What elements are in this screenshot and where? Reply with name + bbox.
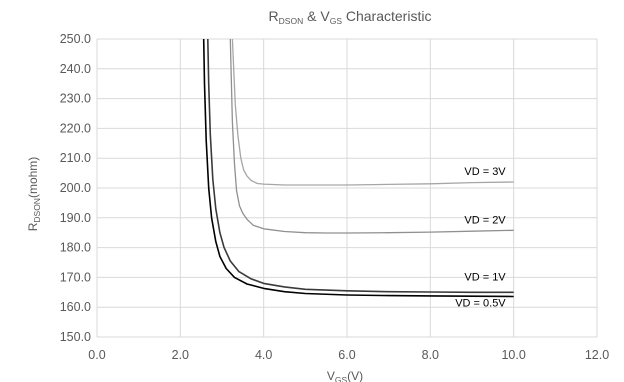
gridlines (96, 38, 598, 338)
chart-title: RDSON & VGS Characteristic (269, 8, 432, 26)
x-tick-label: 8.0 (422, 348, 439, 362)
x-tick-label: 4.0 (255, 348, 272, 362)
series-line (231, 38, 514, 186)
series-line (202, 38, 514, 298)
x-tick-label: 12.0 (585, 348, 609, 362)
y-tick-label: 230.0 (60, 92, 91, 106)
y-tick-label: 200.0 (60, 181, 91, 195)
y-tick-labels: 150.0 160.0 170.0 180.0 190.0 200.0 210.0 220.0… (60, 32, 91, 344)
series-label: VD = 3V (464, 166, 506, 178)
y-tick-label: 160.0 (60, 300, 91, 314)
y-tick-label: 150.0 (60, 330, 91, 344)
series-line (229, 38, 514, 234)
y-tick-label: 220.0 (60, 121, 91, 135)
x-tick-label: 6.0 (338, 348, 355, 362)
series-labels: VD = 3V VD = 2V VD = 1V VD = 0.5V (455, 166, 506, 309)
y-tick-label: 180.0 (60, 241, 91, 255)
series-lines (202, 38, 514, 298)
y-tick-label: 170.0 (60, 270, 91, 284)
x-tick-labels: 0.0 2.0 4.0 6.0 8.0 10.0 12.0 (88, 348, 609, 362)
y-axis-title: RDSON(mohm) (26, 157, 42, 232)
series-label: VD = 1V (464, 271, 506, 283)
y-tick-label: 250.0 (60, 32, 91, 46)
y-tick-label: 190.0 (60, 211, 91, 225)
series-label: VD = 2V (464, 214, 506, 226)
x-tick-label: 2.0 (172, 348, 189, 362)
series-label: VD = 0.5V (455, 297, 506, 309)
y-tick-label: 240.0 (60, 62, 91, 76)
x-tick-label: 0.0 (88, 348, 105, 362)
series-line (207, 38, 514, 294)
y-tick-label: 210.0 (60, 151, 91, 165)
x-axis-title: VGS(V) (327, 369, 363, 382)
x-tick-label: 10.0 (501, 348, 525, 362)
